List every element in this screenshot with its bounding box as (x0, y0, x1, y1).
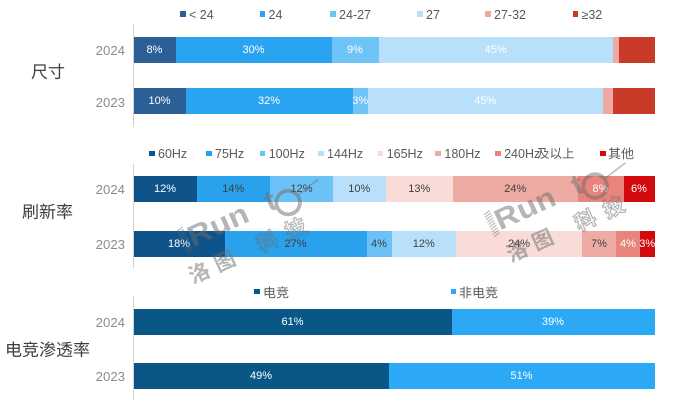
svg-text:t: t (566, 167, 590, 201)
svg-text:t: t (259, 184, 283, 218)
